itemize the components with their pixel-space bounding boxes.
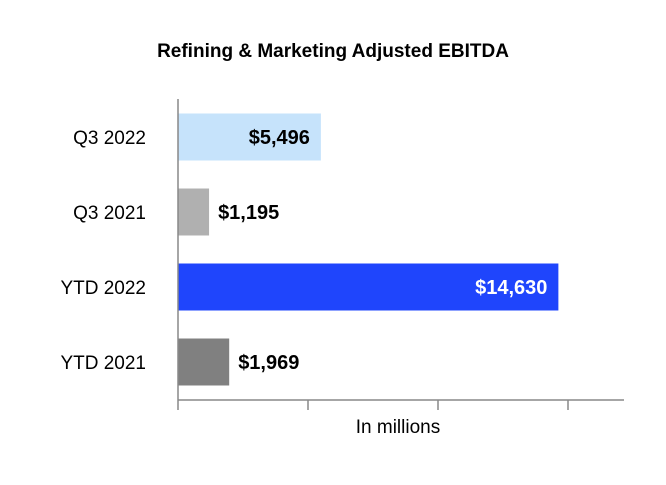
data-label: $5,496: [249, 127, 310, 149]
data-label: $14,630: [475, 277, 547, 299]
category-label: Q3 2021: [73, 203, 146, 224]
category-label: Q3 2022: [73, 128, 146, 149]
bar-q3-2022: [178, 113, 321, 161]
data-label: $1,969: [238, 352, 299, 374]
bar-ytd-2022: [178, 263, 559, 311]
bar-ytd-2021: [178, 338, 230, 386]
data-label: $1,195: [218, 202, 279, 224]
x-axis-label: In millions: [356, 417, 440, 438]
bar-q3-2021: [178, 188, 210, 236]
category-label: YTD 2021: [60, 353, 146, 374]
chart-title: Refining & Marketing Adjusted EBITDA: [157, 41, 509, 62]
category-label: YTD 2022: [60, 278, 146, 299]
